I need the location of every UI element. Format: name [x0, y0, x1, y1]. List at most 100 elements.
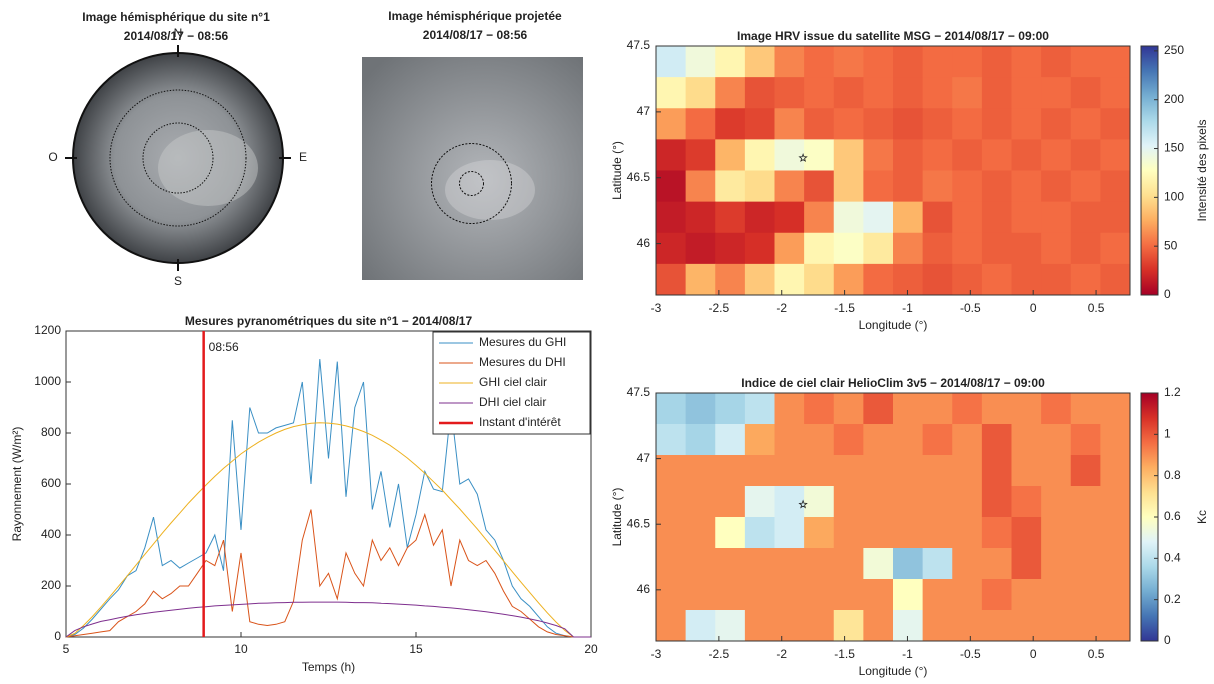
- colorbar-tick-label: 0.8: [1164, 468, 1181, 482]
- heatmap-cell: [1070, 517, 1101, 549]
- heatmap-cell: [656, 77, 687, 109]
- heatmap-cell: [715, 232, 746, 265]
- heatmap-cell: [656, 455, 687, 487]
- series-line: [65, 422, 591, 638]
- heatmap-cell: [1041, 393, 1072, 425]
- heatmap-cell: [893, 517, 924, 549]
- y-tick-label: 47: [637, 451, 651, 465]
- heatmap-cell: [804, 108, 835, 140]
- site-marker: [798, 153, 808, 163]
- x-tick-label: 0: [1030, 301, 1037, 315]
- heatmap-cell: [981, 46, 1012, 78]
- heatmap-cell: [1041, 46, 1072, 78]
- cloud-patch: [445, 160, 535, 220]
- x-tick-label: -0.5: [960, 301, 981, 315]
- heatmap-cell: [715, 170, 746, 203]
- zenith-ring: [142, 122, 214, 194]
- heatmap-cell: [981, 77, 1012, 109]
- heatmap-cell: [863, 108, 894, 140]
- heatmap-cell: [952, 232, 983, 265]
- heatmap-cell: [1011, 610, 1042, 642]
- heatmap-cell: [833, 517, 864, 549]
- heatmap-cell: [981, 108, 1012, 140]
- heatmap-cell: [863, 455, 894, 487]
- heatmap-cell: [952, 486, 983, 518]
- heatmap-cell: [1041, 455, 1072, 487]
- y-tick-label: 800: [41, 425, 61, 439]
- heatmap-cell: [656, 46, 687, 78]
- heatmap-cell: [744, 548, 775, 580]
- heatmap-cell: [863, 201, 894, 234]
- heatmap-cell: [1011, 139, 1042, 171]
- y-axis-label: Latitude (°): [610, 141, 624, 200]
- heatmap-cell: [685, 232, 716, 265]
- heatmap-cell: [893, 232, 924, 265]
- heatmap-cell: [744, 455, 775, 487]
- heatmap-cell: [893, 486, 924, 518]
- heatmap-cell: [893, 108, 924, 140]
- heatmap-cell: [656, 579, 687, 611]
- heatmap-cell: [1070, 46, 1101, 78]
- heatmap-cell: [804, 455, 835, 487]
- heatmap-cell: [804, 263, 835, 296]
- heatmap-cell: [715, 579, 746, 611]
- heatmap-cell: [715, 139, 746, 171]
- heatmap-cell: [922, 579, 953, 611]
- heatmap-cell: [1070, 77, 1101, 109]
- heatmap-cell: [685, 517, 716, 549]
- zenith-ring: [431, 143, 512, 224]
- heatmap-cell: [1070, 548, 1101, 580]
- heatmap-cell: [774, 46, 805, 78]
- heatmap-cell: [981, 424, 1012, 456]
- heatmap-cell: [833, 610, 864, 642]
- panel-title: 2014/08/17 − 08:56: [124, 29, 229, 43]
- heatmap-cell: [715, 610, 746, 642]
- heatmap-cell: [685, 108, 716, 140]
- heatmap-cell: [952, 170, 983, 203]
- heatmap-cell: [656, 201, 687, 234]
- heatmap-cell: [685, 46, 716, 78]
- heatmap-cell: [1041, 579, 1072, 611]
- heatmap-cell: [833, 455, 864, 487]
- y-tick-label: 46.5: [627, 170, 651, 184]
- legend-label: Mesures du GHI: [479, 335, 566, 349]
- heatmap-cell: [744, 517, 775, 549]
- plot-frame: [655, 392, 1131, 642]
- heatmap-cell: [1100, 610, 1131, 642]
- heatmap-cells: [656, 46, 1131, 296]
- heatmap-cell: [922, 77, 953, 109]
- heatmap-cell: [1041, 610, 1072, 642]
- y-tick-label: 47: [637, 104, 651, 118]
- heatmap-cell: [1100, 455, 1131, 487]
- heatmap-cell: [893, 46, 924, 78]
- chart-title: Indice de ciel clair HelioClim 3v5 − 201…: [741, 376, 1045, 390]
- heatmap-cell: [715, 77, 746, 109]
- heatmap-cell: [804, 424, 835, 456]
- heatmap-cell: [774, 263, 805, 296]
- colorbar-tick-label: 1: [1164, 427, 1171, 441]
- heatmap-cell: [1041, 170, 1072, 203]
- compass-label: E: [299, 150, 307, 164]
- x-tick-label: -1.5: [834, 301, 855, 315]
- heatmap-cell: [952, 393, 983, 425]
- heatmap-cell: [774, 455, 805, 487]
- heatmap-cell: [656, 486, 687, 518]
- heatmap-cell: [893, 548, 924, 580]
- y-tick-label: 47.5: [627, 38, 651, 52]
- heatmap-cell: [1100, 548, 1131, 580]
- legend-label: Mesures du DHI: [479, 355, 566, 369]
- compass-label: O: [48, 150, 57, 164]
- heatmap-cell: [656, 263, 687, 296]
- heatmap-cell: [804, 548, 835, 580]
- heatmap-cell: [1041, 548, 1072, 580]
- colorbar-tick-label: 0: [1164, 633, 1171, 647]
- colorbar-label: Kc: [1195, 510, 1209, 524]
- chart-title: Mesures pyranométriques du site n°1 − 20…: [185, 314, 473, 328]
- heatmap-cell: [833, 77, 864, 109]
- heatmap-cell: [1100, 77, 1131, 109]
- x-tick-label: -2: [776, 647, 787, 661]
- heatmap-cell: [981, 486, 1012, 518]
- y-tick-label: 46: [637, 236, 651, 250]
- heatmap-cell: [804, 232, 835, 265]
- heatmap-cell: [1070, 579, 1101, 611]
